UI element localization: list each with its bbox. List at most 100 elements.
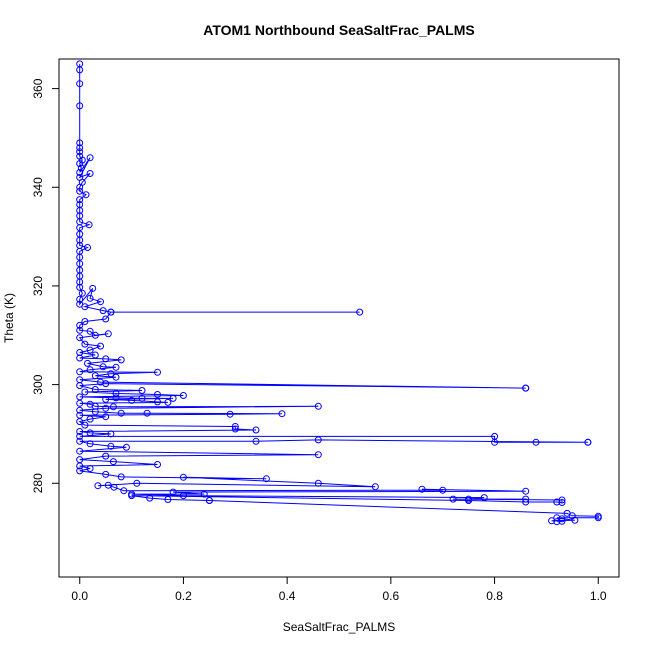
data-point [76,437,84,445]
data-point [81,303,89,311]
data-point [84,359,91,367]
x-axis: 0.0 0.2 0.4 0.6 0.8 1.0 [71,576,607,603]
data-point [82,191,90,199]
data-point [91,331,99,339]
data-point [154,368,161,376]
data-point [231,425,239,433]
data-point [594,514,602,522]
data-point [76,278,84,286]
data-point [109,403,117,411]
data-point [81,318,89,325]
data-point [76,326,84,334]
data-point [117,409,125,417]
data-point [112,363,120,371]
data-point [99,363,107,371]
data-point [76,144,84,152]
data-point [278,410,286,418]
data-point [76,183,84,191]
data-point [138,394,146,402]
data-point [117,356,125,364]
data-point [76,418,84,426]
data-point [465,497,473,504]
data-point [76,148,84,156]
series-line [78,63,599,523]
data-point [102,452,110,460]
data-point [146,494,154,502]
data-point [179,392,187,399]
y-axis: 280 300 320 340 360 [31,78,60,493]
data-point [86,415,94,423]
data-point [143,409,151,417]
data-point [522,384,530,392]
data-point [107,442,115,450]
data-point [86,346,94,354]
data-point [81,388,89,396]
data-point [102,315,110,323]
data-point [553,514,561,522]
data-point [86,366,94,374]
data-point [81,340,89,348]
data-point [76,283,84,291]
data-point [252,437,260,445]
y-tick-label: 340 [31,177,45,197]
data-point [522,487,530,495]
data-point [76,295,84,303]
data-point [371,483,379,491]
data-point [107,430,115,438]
data-point [154,398,161,406]
data-point [128,396,136,404]
data-point [439,486,447,494]
data-point [84,244,91,251]
data-point [169,394,177,402]
data-point [104,330,112,338]
data-point [571,516,579,524]
y-tick-label: 280 [31,473,45,493]
data-point [128,492,136,500]
data-point [102,470,110,478]
data-point [558,517,566,525]
data-point [314,479,322,487]
data-point [76,321,84,329]
x-tick-label: 0.4 [279,589,296,603]
data-point [76,406,84,414]
data-point [102,380,110,388]
data-point [449,495,457,503]
data-point [76,368,84,376]
data-point [77,164,85,172]
data-point [110,483,118,491]
data-point [102,395,110,403]
series-layer [76,60,602,526]
data-point [76,66,84,74]
data-point [314,451,322,459]
data-point [532,438,540,446]
data-point [86,170,94,177]
x-tick-label: 0.6 [383,589,400,603]
data-point [107,308,115,316]
data-point [76,169,84,176]
data-point [97,298,104,306]
data-point [164,496,172,503]
data-point [112,373,120,381]
data-point [91,408,99,416]
data-point [76,102,84,110]
data-point [99,307,107,315]
data-point [558,515,566,523]
data-point [97,342,104,350]
data-point [86,429,94,437]
data-point [76,236,84,244]
y-tick-label: 360 [31,78,45,98]
data-point [89,284,97,292]
y-tick-label: 320 [31,276,45,296]
data-point [76,447,84,455]
x-axis-label: SeaSaltFrac_PALMS [283,620,396,634]
data-point [122,443,130,451]
data-point [91,402,99,410]
data-point [522,495,530,503]
data-point [112,390,120,397]
data-point [76,207,84,214]
data-point [205,497,213,504]
chart-title: ATOM1 Northbound SeaSaltFrac_PALMS [203,22,474,38]
data-point [109,458,117,466]
data-point [107,370,115,378]
